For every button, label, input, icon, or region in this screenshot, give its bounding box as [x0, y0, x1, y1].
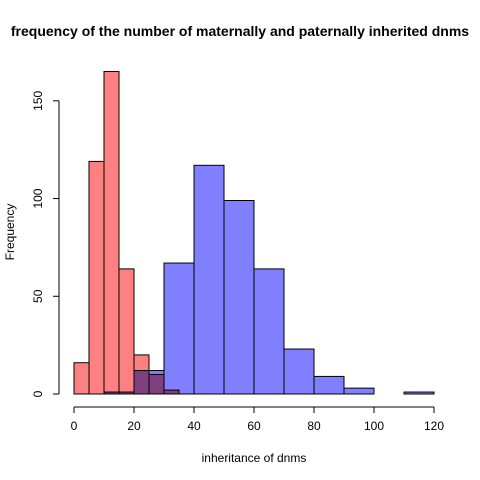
bar-series0-bin0	[73, 362, 90, 395]
chart-title: frequency of the number of maternally an…	[11, 23, 469, 39]
x-tick-label-5: 100	[364, 419, 384, 433]
x-axis-title: inheritance of dnms	[202, 451, 307, 465]
bar-series0-bin3	[118, 268, 135, 395]
bar-series1-bin2	[163, 262, 195, 395]
bar-series1-bin4	[223, 200, 255, 395]
bars-group	[73, 71, 435, 395]
bar-series1-bin6	[283, 348, 315, 395]
y-axis-title: Frequency	[3, 204, 17, 261]
x-tick-label-2: 40	[187, 419, 201, 433]
bar-series0-bin2	[103, 71, 120, 395]
y-tick-label-1: 50	[31, 289, 45, 303]
bar-series1-bin10	[403, 391, 435, 395]
y-tick-label-2: 100	[31, 188, 45, 208]
bar-series1-bin3	[193, 164, 225, 395]
x-tick-label-0: 0	[71, 419, 78, 433]
bar-series1-bin5	[253, 268, 285, 395]
x-tick-label-4: 80	[307, 419, 321, 433]
bar-series1-bin0	[103, 391, 135, 395]
x-tick-label-3: 60	[247, 419, 261, 433]
x-tick-label-1: 20	[127, 419, 141, 433]
bar-series1-bin1	[133, 370, 165, 395]
bar-series0-bin1	[88, 160, 105, 395]
bar-series1-bin8	[343, 387, 375, 395]
x-axis: 0 20 40 60 80 100 120	[71, 406, 444, 433]
y-axis: 0 50 100 150	[31, 90, 60, 397]
y-tick-label-3: 150	[31, 90, 45, 110]
bar-series1-bin7	[313, 375, 345, 395]
x-tick-label-6: 120	[424, 419, 444, 433]
y-tick-label-0: 0	[31, 390, 45, 397]
